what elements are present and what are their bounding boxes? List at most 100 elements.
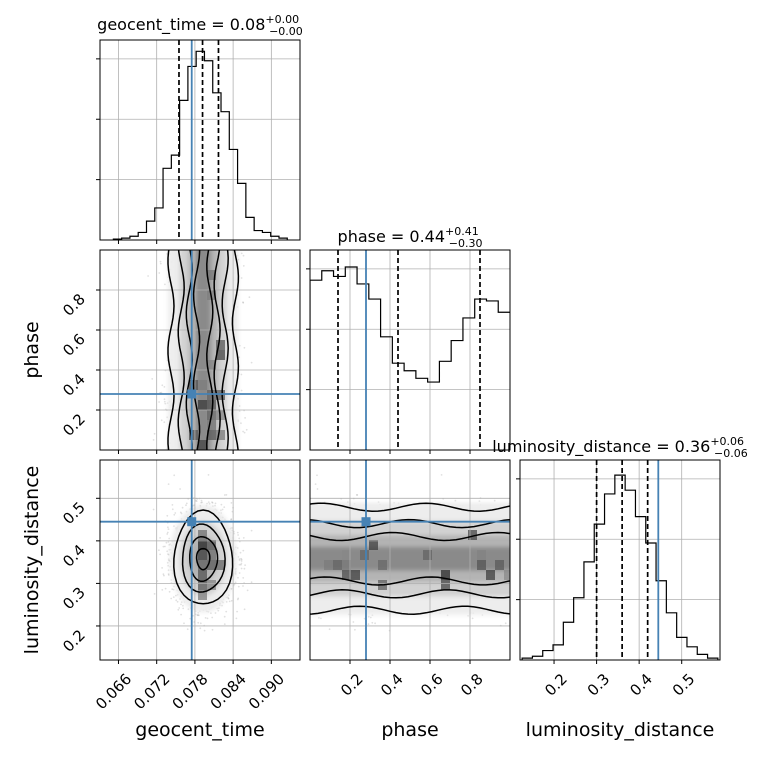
sample-point bbox=[230, 518, 233, 520]
sample-point bbox=[211, 501, 213, 503]
sample-point bbox=[162, 545, 165, 548]
sample-point bbox=[223, 623, 226, 625]
sample-point bbox=[166, 416, 169, 419]
sample-point bbox=[242, 430, 245, 433]
sample-point bbox=[210, 612, 212, 614]
sample-point bbox=[180, 512, 183, 515]
sample-point bbox=[214, 502, 217, 505]
sample-point bbox=[236, 547, 239, 549]
sample-point bbox=[168, 590, 171, 593]
sample-point bbox=[206, 617, 209, 620]
density-block bbox=[207, 430, 216, 440]
sample-point bbox=[230, 518, 233, 521]
sample-point bbox=[240, 558, 243, 561]
sample-point bbox=[197, 614, 199, 616]
sample-point bbox=[242, 265, 245, 267]
density-block bbox=[216, 390, 225, 400]
sample-point bbox=[237, 597, 240, 600]
sample-point bbox=[220, 509, 222, 512]
sample-point bbox=[243, 567, 246, 570]
sample-point bbox=[173, 513, 176, 516]
density-block bbox=[198, 400, 207, 410]
density-block bbox=[207, 390, 216, 400]
sample-point bbox=[237, 556, 240, 558]
sample-point bbox=[243, 346, 246, 349]
sample-point bbox=[238, 563, 241, 566]
sample-point bbox=[174, 512, 177, 514]
sample-point bbox=[168, 544, 171, 546]
sample-point bbox=[240, 389, 243, 392]
sample-point bbox=[194, 499, 197, 502]
sample-point bbox=[163, 421, 166, 424]
sample-point bbox=[227, 597, 230, 599]
sample-point bbox=[236, 531, 239, 534]
density-block bbox=[207, 400, 216, 410]
sample-point bbox=[158, 549, 160, 552]
sample-point bbox=[250, 361, 253, 364]
sample-point bbox=[167, 558, 170, 560]
sample-point bbox=[240, 252, 243, 255]
sample-point bbox=[240, 557, 242, 560]
sample-point bbox=[242, 302, 245, 304]
sample-point bbox=[227, 594, 230, 596]
sample-point bbox=[238, 344, 241, 347]
sample-point bbox=[151, 378, 154, 380]
sample-point bbox=[240, 560, 243, 562]
sample-point bbox=[167, 526, 169, 529]
sample-point bbox=[208, 502, 211, 505]
sample-point bbox=[197, 611, 200, 614]
sample-point bbox=[166, 531, 169, 534]
sample-point bbox=[236, 610, 239, 613]
sample-point bbox=[167, 553, 170, 556]
sample-point bbox=[152, 439, 155, 441]
sample-point bbox=[242, 585, 244, 587]
sample-point bbox=[158, 272, 161, 274]
sample-point bbox=[171, 588, 174, 590]
sample-point bbox=[167, 574, 170, 576]
sample-point bbox=[230, 458, 232, 460]
sample-point bbox=[242, 577, 245, 579]
density-block bbox=[216, 430, 225, 440]
sample-point bbox=[240, 562, 243, 565]
sample-point bbox=[238, 356, 241, 358]
sample-point bbox=[187, 608, 190, 611]
sample-point bbox=[165, 541, 168, 544]
sample-point bbox=[246, 589, 249, 592]
sample-point bbox=[171, 508, 174, 511]
sample-point bbox=[171, 504, 174, 506]
sample-point bbox=[167, 569, 170, 572]
sample-point bbox=[221, 508, 224, 511]
sample-point bbox=[179, 511, 182, 514]
sample-point bbox=[166, 533, 169, 535]
sample-point bbox=[242, 254, 245, 257]
density-block bbox=[216, 340, 225, 350]
sample-point bbox=[164, 283, 166, 286]
density-block bbox=[207, 270, 216, 280]
sample-point bbox=[185, 504, 187, 507]
sample-point bbox=[164, 402, 167, 405]
sample-point bbox=[186, 628, 189, 631]
sample-point bbox=[230, 502, 233, 504]
sample-point bbox=[200, 499, 203, 502]
sample-point bbox=[180, 601, 183, 603]
sample-point bbox=[170, 597, 173, 600]
sample-point bbox=[159, 260, 162, 263]
sample-point bbox=[242, 549, 245, 552]
sample-point bbox=[180, 613, 183, 616]
sample-point bbox=[153, 432, 156, 435]
sample-point bbox=[240, 373, 243, 376]
sample-point bbox=[216, 607, 219, 610]
density-block bbox=[216, 350, 225, 360]
sample-point bbox=[223, 494, 226, 496]
sample-point bbox=[167, 573, 170, 575]
sample-point bbox=[176, 600, 179, 603]
sample-point bbox=[161, 384, 164, 387]
sample-point bbox=[236, 598, 239, 601]
sample-point bbox=[211, 616, 214, 619]
sample-point bbox=[189, 617, 192, 620]
sample-point bbox=[158, 401, 161, 403]
sample-point bbox=[200, 501, 203, 504]
sample-point bbox=[220, 503, 223, 506]
sample-point bbox=[167, 553, 169, 555]
